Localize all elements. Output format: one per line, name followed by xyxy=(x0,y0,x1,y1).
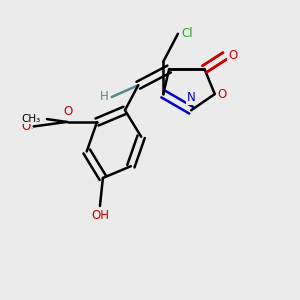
Text: O: O xyxy=(228,49,237,62)
Text: O: O xyxy=(218,88,227,100)
Text: methoxy: methoxy xyxy=(28,127,34,128)
Text: OH: OH xyxy=(91,209,109,222)
Text: O: O xyxy=(63,105,72,118)
Text: O: O xyxy=(22,120,31,133)
Text: H: H xyxy=(100,91,109,103)
Text: N: N xyxy=(187,92,196,104)
Text: CH₃: CH₃ xyxy=(22,114,41,124)
Text: Cl: Cl xyxy=(181,27,193,40)
